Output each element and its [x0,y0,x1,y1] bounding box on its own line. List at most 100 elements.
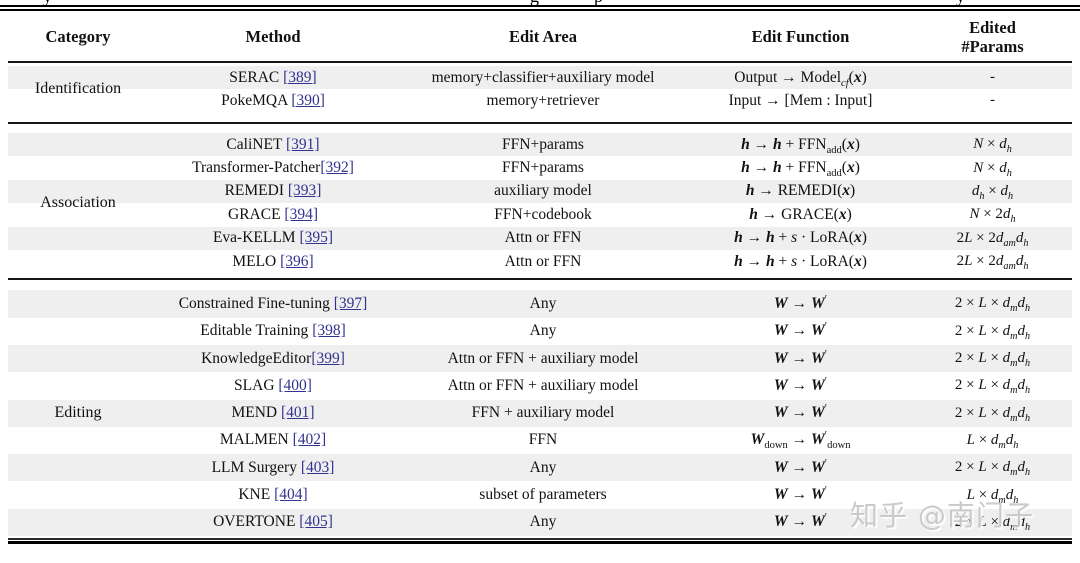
method-cell: Constrained Fine-tuning [397] [148,295,398,313]
citation-link[interactable]: [397] [333,294,368,312]
edit-function-cell: W → W′ [773,293,828,312]
edited-params-cell: 2 × L × dmdh [954,459,1031,479]
header-category: Category [45,27,111,46]
cropped-caption-fragments: ygpy [0,0,1080,5]
table-row: KNE [404] subset of parameters W → W′ L × d… [8,481,1072,508]
bottom-rule-line-1 [8,538,1072,540]
table-row: Eva-KELLM [395] Attn or FFN h → h + s · Lo… [8,226,1072,250]
edit-area-cell: Any [529,294,557,312]
edited-params-cell: 2 × L × dmdh [954,322,1031,342]
citation-link[interactable]: [389] [283,68,317,86]
edit-area-cell: FFN+params [502,159,584,177]
table-row: SLAG [400] Attn or FFN + auxiliary model W… [8,372,1072,399]
citation-link[interactable]: [390] [291,91,325,109]
edit-function-cell: h → REMEDI(x) [745,182,856,200]
edit-function-cell: W → W′ [773,512,828,531]
edited-params-cell: 2 × L × dmdh [954,350,1031,370]
method-cell: REMEDI [393] [148,182,398,200]
method-name: Constrained Fine-tuning [178,294,334,312]
citation-link[interactable]: [398] [312,322,346,340]
edit-area-cell: Any [529,513,557,531]
citation-link[interactable]: [394] [284,205,318,223]
table-row: KnowledgeEditor[399] Attn or FFN + auxili… [8,344,1072,373]
table-row: Editable Training [398] Any W → W′ 2 × L × … [8,318,1072,345]
edit-function-cell: W → W′ [773,403,828,422]
edit-area-cell: FFN [528,431,558,449]
method-name: KNE [238,486,275,504]
method-cell: KNE [404] [148,486,398,504]
edit-area-cell: FFN+params [502,135,584,153]
edited-params-cell: - [990,69,995,85]
method-name: LLM Surgery [211,458,301,476]
edited-params-cell: - [990,92,995,108]
category-label: Identification [34,80,122,97]
edit-area-cell: Attn or FFN [504,229,582,247]
category-label: Association [40,194,116,212]
edit-function-cell: W → W′ [773,348,828,367]
table-row: MELO [396] Attn or FFN h → h + s · LoRA(x)… [8,250,1072,273]
table-row: OVERTONE [405] Any W → W′ 2 × L × dmdh [8,508,1072,537]
method-cell: Transformer-Patcher[392] [148,159,398,177]
method-name: GRACE [228,205,285,223]
header-edit-function: Edit Function [751,27,850,46]
block-separator-rule [8,122,1072,124]
top-rule-line-2 [0,9,1080,11]
table-row: CaliNET [391] FFN+params h → h + FFNadd(x)… [8,133,1072,157]
method-name: SLAG [234,376,279,394]
edit-function-cell: h → h + s · LoRA(x) [734,229,867,247]
method-name: OVERTONE [213,513,300,531]
caption-fragment: p [594,0,603,5]
method-cell: GRACE [394] [148,206,398,224]
edit-area-cell: auxiliary model [494,182,592,200]
edit-function-cell: Wdown → W′down [750,430,851,452]
edited-params-cell: L × dmdh [966,431,1019,451]
method-name: Editable Training [200,322,313,340]
edit-area-cell: Attn or FFN [504,252,582,270]
citation-link[interactable]: [401] [280,404,315,422]
edit-function-cell: W → W′ [773,457,828,476]
edited-params-cell: 2 × L × dmdh [954,404,1031,424]
header-edit-area: Edit Area [509,27,577,46]
block-editing: Constrained Fine-tuning [397] Any W → W′ 2 … [8,290,1072,537]
table-row: Constrained Fine-tuning [397] Any W → W′ 2 … [8,290,1072,318]
citation-link[interactable]: [395] [299,229,334,247]
edit-area-cell: memory+retriever [486,91,600,109]
method-name: REMEDI [224,182,288,200]
header-bottom-rule [8,61,1072,63]
edit-area-cell: Any [529,458,557,476]
citation-link[interactable]: [402] [292,431,327,449]
edit-area-cell: memory+classifier+auxiliary model [431,68,655,86]
citation-link[interactable]: [393] [287,182,322,200]
citation-link[interactable]: [399] [311,349,345,367]
edited-params-cell: N × dh [973,136,1012,156]
method-name: MALMEN [219,431,293,449]
citation-link[interactable]: [403] [300,458,335,476]
citation-link[interactable]: [404] [274,486,308,504]
header-method: Method [245,27,301,46]
edited-params-cell: 2 × L × dmdh [954,295,1031,315]
method-name: Transformer-Patcher [192,159,321,177]
table-row: GRACE [394] FFN+codebook h → GRACE(x) N × 2… [8,203,1072,226]
header-edited-params: Edited #Params [913,18,1072,57]
table-row: LLM Surgery [403] Any W → W′ 2 × L × dmdh [8,454,1072,482]
method-cell: OVERTONE [405] [148,513,398,531]
edit-function-cell: W → W′ [773,484,828,504]
edit-function-cell: h → h + FFNadd(x) [741,135,860,156]
citation-link[interactable]: [391] [285,135,320,153]
edit-area-cell: FFN + auxiliary model [471,404,615,422]
citation-link[interactable]: [392] [320,159,354,177]
method-cell: Eva-KELLM [395] [148,229,398,247]
edit-function-cell: h → GRACE(x) [749,205,852,223]
edit-function-cell: W → W′ [773,375,828,394]
header-edited-params-line2: #Params [961,37,1024,56]
method-cell: CaliNET [391] [148,136,398,154]
method-cell: SERAC [389] [148,69,398,87]
citation-link[interactable]: [396] [280,252,314,270]
table-bottom-rule [8,538,1072,545]
citation-link[interactable]: [400] [278,376,312,394]
table-row: MALMEN [402] FFN Wdown → W′down L × dmdh [8,427,1072,454]
method-cell: MELO [396] [148,253,398,271]
edited-params-cell: L × dmdh [966,486,1019,506]
citation-link[interactable]: [405] [299,513,333,531]
